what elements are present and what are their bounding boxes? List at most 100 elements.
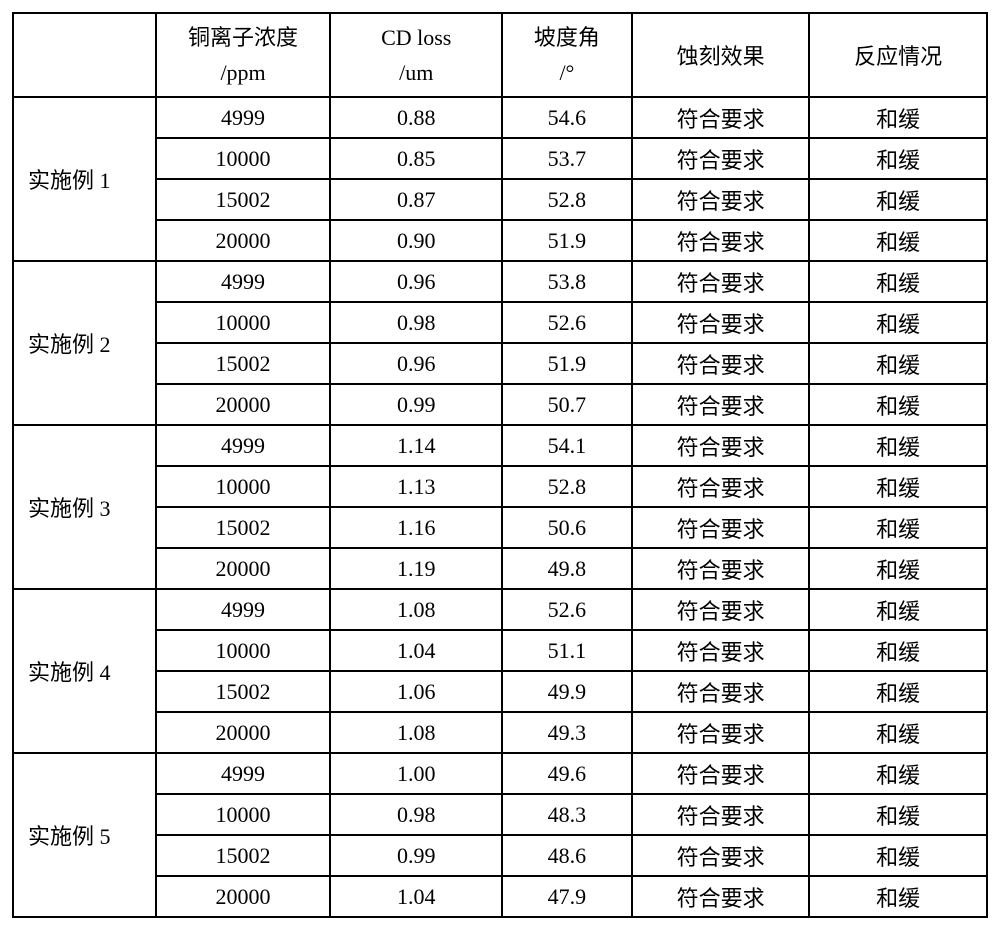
header-line: 铜离子浓度 [157,20,330,55]
cell: 和缓 [809,425,987,466]
cell: 49.8 [502,548,632,589]
cell: 1.06 [330,671,502,712]
table-row: 200000.9051.9符合要求和缓 [13,220,987,261]
cell: 49.3 [502,712,632,753]
cell: 和缓 [809,384,987,425]
header-line: /um [331,55,501,90]
table-row: 100000.9852.6符合要求和缓 [13,302,987,343]
cell: 符合要求 [632,876,810,917]
cell: 4999 [156,261,331,302]
group-label: 实施例 3 [13,425,156,589]
cell: 和缓 [809,548,987,589]
cell: 52.6 [502,302,632,343]
cell: 符合要求 [632,220,810,261]
cell: 和缓 [809,466,987,507]
cell: 20000 [156,220,331,261]
cell: 10000 [156,138,331,179]
group-label: 实施例 4 [13,589,156,753]
table-row: 150020.9651.9符合要求和缓 [13,343,987,384]
cell: 符合要求 [632,589,810,630]
header-row: 铜离子浓度 /ppm CD loss /um 坡度角 /° 蚀刻效果 反应情况 [13,13,987,97]
cell: 4999 [156,589,331,630]
cell: 4999 [156,97,331,138]
cell: 20000 [156,384,331,425]
table-row: 实施例 449991.0852.6符合要求和缓 [13,589,987,630]
table-row: 150020.8752.8符合要求和缓 [13,179,987,220]
cell: 0.96 [330,343,502,384]
cell: 15002 [156,507,331,548]
cell: 0.99 [330,384,502,425]
cell: 和缓 [809,343,987,384]
cell: 和缓 [809,794,987,835]
cell: 53.8 [502,261,632,302]
cell: 20000 [156,876,331,917]
cell: 1.00 [330,753,502,794]
cell: 0.96 [330,261,502,302]
cell: 51.9 [502,220,632,261]
header-etching-effect: 蚀刻效果 [632,13,810,97]
cell: 和缓 [809,630,987,671]
table-row: 150021.1650.6符合要求和缓 [13,507,987,548]
cell: 符合要求 [632,302,810,343]
table-row: 200001.0447.9符合要求和缓 [13,876,987,917]
cell: 10000 [156,302,331,343]
cell: 符合要求 [632,466,810,507]
cell: 符合要求 [632,630,810,671]
cell: 20000 [156,548,331,589]
table-row: 150020.9948.6符合要求和缓 [13,835,987,876]
cell: 10000 [156,630,331,671]
cell: 50.7 [502,384,632,425]
header-line: 坡度角 [503,20,631,55]
cell: 0.99 [330,835,502,876]
cell: 1.08 [330,712,502,753]
cell: 54.1 [502,425,632,466]
cell: 52.8 [502,466,632,507]
cell: 10000 [156,466,331,507]
cell: 52.8 [502,179,632,220]
cell: 4999 [156,425,331,466]
cell: 符合要求 [632,671,810,712]
cell: 符合要求 [632,794,810,835]
cell: 10000 [156,794,331,835]
table-row: 100001.0451.1符合要求和缓 [13,630,987,671]
table-row: 100001.1352.8符合要求和缓 [13,466,987,507]
header-slope-angle: 坡度角 /° [502,13,632,97]
cell: 和缓 [809,97,987,138]
cell: 和缓 [809,220,987,261]
cell: 符合要求 [632,507,810,548]
cell: 1.04 [330,630,502,671]
cell: 51.9 [502,343,632,384]
cell: 符合要求 [632,261,810,302]
cell: 0.98 [330,794,502,835]
cell: 48.3 [502,794,632,835]
cell: 和缓 [809,507,987,548]
cell: 符合要求 [632,425,810,466]
cell: 15002 [156,343,331,384]
header-line: /ppm [157,55,330,90]
cell: 4999 [156,753,331,794]
header-line: CD loss [331,20,501,55]
header-reaction-state: 反应情况 [809,13,987,97]
cell: 1.14 [330,425,502,466]
group-label: 实施例 2 [13,261,156,425]
cell: 54.6 [502,97,632,138]
group-label: 实施例 1 [13,97,156,261]
table-body: 实施例 149990.8854.6符合要求和缓100000.8553.7符合要求… [13,97,987,917]
table-row: 200000.9950.7符合要求和缓 [13,384,987,425]
cell: 符合要求 [632,835,810,876]
cell: 符合要求 [632,753,810,794]
cell: 49.6 [502,753,632,794]
group-label: 实施例 5 [13,753,156,917]
cell: 1.13 [330,466,502,507]
header-line: /° [503,55,631,90]
cell: 1.19 [330,548,502,589]
data-table: 铜离子浓度 /ppm CD loss /um 坡度角 /° 蚀刻效果 反应情况 … [12,12,988,918]
table-row: 100000.8553.7符合要求和缓 [13,138,987,179]
cell: 符合要求 [632,97,810,138]
cell: 15002 [156,179,331,220]
cell: 和缓 [809,671,987,712]
cell: 0.90 [330,220,502,261]
cell: 52.6 [502,589,632,630]
cell: 和缓 [809,302,987,343]
cell: 和缓 [809,712,987,753]
